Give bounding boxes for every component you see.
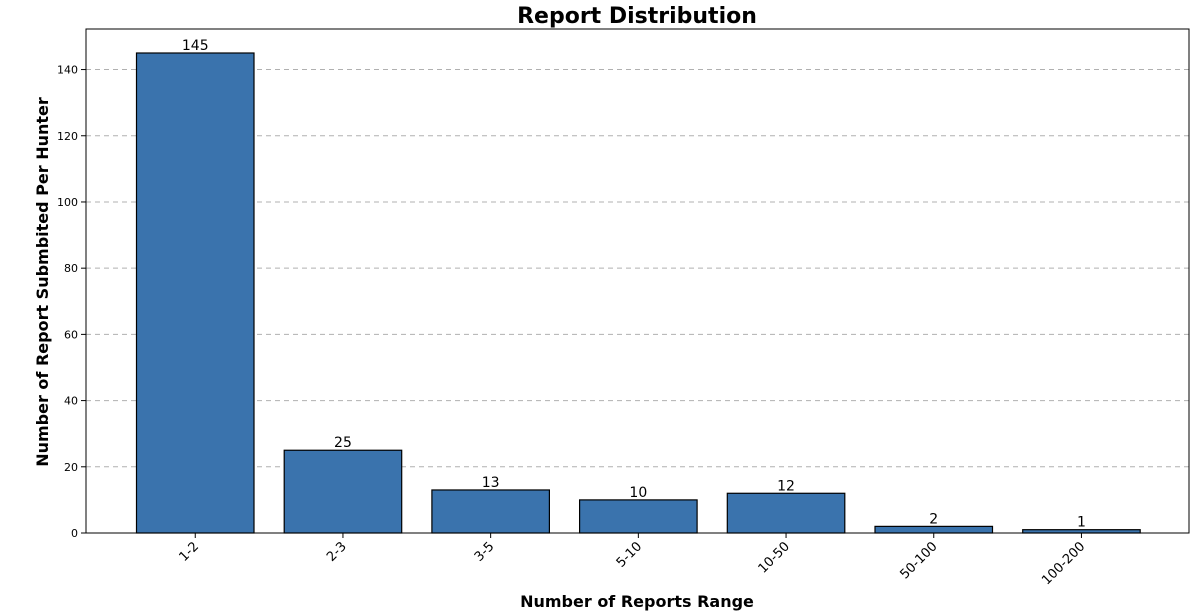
- data-label-100-200: 1: [1077, 515, 1086, 531]
- data-label-50-100: 2: [929, 511, 938, 527]
- bars: [135, 52, 1141, 534]
- y-tick-label-20: 20: [64, 461, 78, 474]
- data-labels: 145 25 13 10 12 2 1: [182, 38, 1086, 531]
- x-tick-label-100-200: 100-200: [1039, 539, 1088, 588]
- data-label-2-3: 25: [334, 435, 352, 451]
- y-tick-label-40: 40: [64, 395, 78, 408]
- data-label-3-5: 13: [482, 475, 500, 491]
- grid-lines: [86, 69, 1189, 468]
- x-tick-label-2-3: 2-3: [324, 539, 350, 565]
- y-tick-label-60: 60: [64, 328, 78, 341]
- x-tick-label-50-100: 50-100: [897, 539, 940, 582]
- x-axis-ticks: 1-2 2-3 3-5 5-10 10-50 50-100 100-200: [176, 533, 1088, 588]
- y-axis-ticks: 0 20 40 60 80 100 120 140: [57, 64, 86, 540]
- x-tick-label-3-5: 3-5: [472, 539, 498, 565]
- y-tick-label-120: 120: [57, 130, 78, 143]
- bar-2-3: [283, 449, 403, 534]
- data-label-1-2: 145: [182, 38, 209, 54]
- bar-1-2: [135, 52, 255, 534]
- x-tick-label-1-2: 1-2: [176, 539, 202, 565]
- x-axis-label: Number of Reports Range: [520, 592, 754, 611]
- data-label-5-10: 10: [629, 485, 647, 501]
- y-axis-label: Number of Report Submbited Per Hunter: [33, 97, 52, 467]
- y-tick-label-140: 140: [57, 64, 78, 77]
- data-label-10-50: 12: [777, 478, 795, 494]
- bar-3-5: [431, 489, 550, 534]
- y-tick-label-0: 0: [71, 527, 78, 540]
- chart-title: Report Distribution: [517, 4, 757, 29]
- x-tick-label-5-10: 5-10: [614, 539, 645, 570]
- y-tick-label-100: 100: [57, 196, 78, 209]
- bar-10-50: [726, 492, 846, 534]
- plot-frame: [85, 28, 1190, 534]
- bar-5-10: [578, 499, 698, 534]
- x-tick-label-10-50: 10-50: [756, 539, 793, 576]
- y-tick-label-80: 80: [64, 262, 78, 275]
